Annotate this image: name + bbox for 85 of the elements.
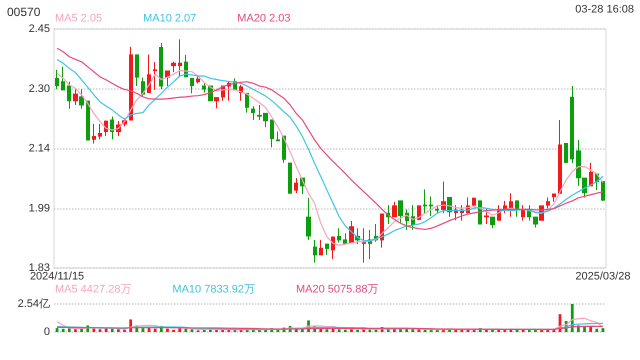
- bar: [326, 329, 328, 332]
- candlestick: [276, 131, 280, 142]
- candlestick: [552, 193, 556, 202]
- candlestick: [429, 196, 433, 216]
- candlestick: [441, 181, 446, 214]
- bar: [602, 328, 604, 332]
- candlestick: [490, 216, 495, 229]
- candlestick: [589, 162, 593, 186]
- candlestick: [171, 61, 176, 73]
- text: MA5 2.05: [55, 12, 102, 24]
- bar: [98, 329, 102, 332]
- candlestick: [196, 76, 200, 84]
- candlestick: [153, 62, 157, 90]
- candlestick: [55, 69, 59, 90]
- candlestick: [67, 81, 71, 110]
- candlestick: [343, 232, 347, 245]
- y-tick-label: 2.30: [28, 82, 50, 95]
- candlestick: [319, 239, 323, 256]
- candlestick: [362, 228, 366, 264]
- candlestick: [392, 201, 397, 218]
- candlestick: [165, 70, 170, 87]
- candlestick: [202, 82, 206, 94]
- bar: [56, 328, 58, 332]
- candlestick: [129, 46, 133, 120]
- bar: [110, 328, 114, 332]
- candlestick: [380, 214, 384, 248]
- bar: [338, 329, 341, 332]
- candlestick: [423, 188, 427, 214]
- text: 03-28 16:08: [575, 4, 634, 16]
- text: MA10 2.07: [143, 12, 196, 24]
- text: MA20 2.03: [237, 12, 290, 24]
- bar: [595, 328, 598, 332]
- x-tick-label: 2024/11/15: [30, 270, 84, 282]
- candlestick: [325, 244, 329, 256]
- candlestick: [178, 38, 182, 78]
- candlestick: [92, 123, 96, 144]
- candlestick: [135, 54, 139, 87]
- text: MA20 5075.88万: [296, 284, 379, 296]
- bar: [92, 328, 96, 332]
- candlestick: [306, 197, 311, 240]
- y-tick-label: 2.45: [28, 23, 50, 35]
- candlestick: [435, 204, 439, 214]
- x-tick-label: 2025/03/28: [575, 270, 630, 282]
- candlestick: [294, 178, 298, 194]
- candlestick: [61, 66, 65, 90]
- candlestick: [190, 78, 194, 94]
- y-tick-label: 1.99: [28, 202, 50, 214]
- candlestick: [73, 88, 78, 106]
- candlestick: [251, 106, 255, 120]
- candlestick: [515, 200, 519, 218]
- candlestick: [472, 196, 476, 206]
- candlestick: [245, 92, 249, 114]
- candlestick: [79, 88, 84, 110]
- bar: [583, 326, 586, 332]
- candlestick: [337, 228, 341, 244]
- candlestick: [484, 208, 489, 225]
- candlestick: [601, 181, 605, 202]
- candlestick: [570, 86, 574, 164]
- bar: [62, 328, 65, 332]
- candlestick: [110, 116, 114, 140]
- candlestick: [521, 204, 525, 222]
- candlestick: [98, 123, 102, 140]
- candlestick: [564, 142, 568, 164]
- bar: [589, 327, 592, 332]
- candlestick: [313, 239, 317, 264]
- y-tick-label: 2.54亿: [18, 298, 50, 310]
- candlestick: [546, 196, 550, 209]
- candlestick: [282, 136, 286, 164]
- candlestick: [558, 119, 562, 194]
- y-tick-label: 2.14: [28, 142, 50, 154]
- chart-title: 00570: [7, 5, 41, 19]
- candlestick: [147, 54, 151, 94]
- candlestick: [86, 100, 90, 141]
- candlestick: [533, 216, 538, 228]
- bar: [154, 328, 157, 332]
- y-tick-label: 0: [44, 326, 50, 338]
- candlestick: [398, 200, 403, 224]
- candlestick: [159, 42, 163, 90]
- candlestick: [270, 119, 274, 148]
- text: MA10 7833.92万: [172, 284, 255, 296]
- candlestick: [214, 97, 219, 109]
- text: MA5 4427.28万: [55, 284, 132, 296]
- candlestick: [288, 162, 292, 194]
- bar: [166, 328, 169, 332]
- bar: [74, 329, 77, 332]
